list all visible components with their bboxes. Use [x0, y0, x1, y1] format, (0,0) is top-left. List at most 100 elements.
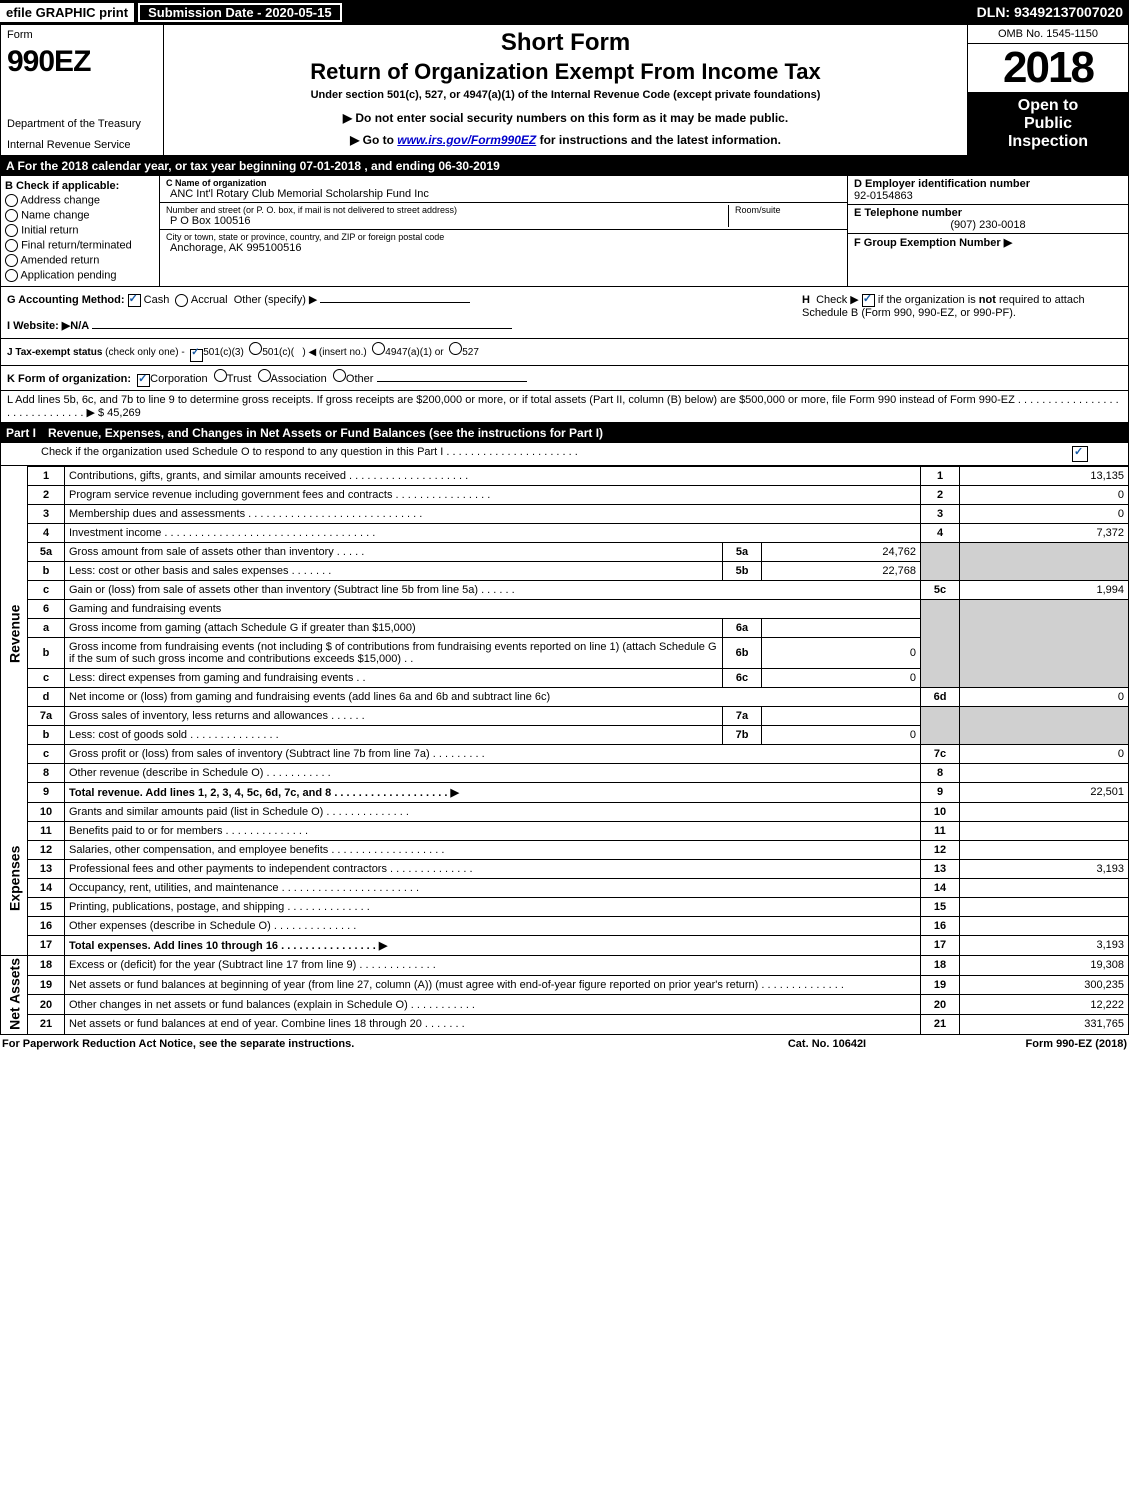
label-addr: Number and street (or P. O. box, if mail…	[166, 205, 728, 215]
ln-4: 4	[28, 523, 65, 542]
label-e-phone: E Telephone number	[854, 207, 1122, 219]
cb-accrual[interactable]	[175, 294, 188, 307]
greyval-5	[960, 542, 1129, 580]
cb-527[interactable]	[449, 342, 462, 355]
k-line-label: K Form of organization:	[7, 373, 131, 385]
cb-501c3[interactable]	[190, 349, 203, 362]
val-13: 3,193	[960, 859, 1129, 878]
ln-6d: d	[28, 687, 65, 706]
lbl-amended-return: Amended return	[20, 255, 99, 267]
desc-8: Other revenue (describe in Schedule O) .…	[65, 763, 921, 782]
desc-2: Program service revenue including govern…	[65, 485, 921, 504]
cb-application-pending[interactable]	[5, 269, 18, 282]
side-expenses: Expenses	[1, 802, 28, 955]
box-5a: 5a	[723, 542, 762, 561]
box-6c: 6c	[723, 668, 762, 687]
val-19: 300,235	[960, 975, 1129, 995]
rn-9: 9	[921, 782, 960, 802]
cb-initial-return[interactable]	[5, 224, 18, 237]
cb-name-change[interactable]	[5, 209, 18, 222]
form-number: 990EZ	[7, 45, 157, 79]
cb-final-return[interactable]	[5, 239, 18, 252]
part1-label: Part I	[6, 426, 48, 440]
form-label: Form	[7, 29, 157, 41]
val-3: 0	[960, 504, 1129, 523]
val-5c: 1,994	[960, 580, 1129, 599]
desc-7c: Gross profit or (loss) from sales of inv…	[65, 744, 921, 763]
val-11	[960, 821, 1129, 840]
identity-section: B Check if applicable: Address change Na…	[0, 176, 1129, 287]
desc-5b: Less: cost or other basis and sales expe…	[65, 561, 723, 580]
desc-4: Investment income . . . . . . . . . . . …	[65, 523, 921, 542]
val-4: 7,372	[960, 523, 1129, 542]
rn-1: 1	[921, 466, 960, 485]
check-o-box[interactable]	[1072, 446, 1088, 462]
top-bar: efile GRAPHIC print Submission Date - 20…	[0, 0, 1129, 24]
org-name: ANC Int'l Rotary Club Memorial Scholarsh…	[170, 188, 841, 200]
cb-association[interactable]	[258, 369, 271, 382]
rn-16: 16	[921, 916, 960, 935]
ln-14: 14	[28, 878, 65, 897]
ln-12: 12	[28, 840, 65, 859]
dept-treasury: Department of the Treasury	[7, 118, 157, 130]
other-org-input[interactable]	[377, 381, 527, 382]
rn-5c: 5c	[921, 580, 960, 599]
desc-5a: Gross amount from sale of assets other t…	[65, 542, 723, 561]
lbl-final-return: Final return/terminated	[21, 240, 132, 252]
i-website: I Website: ▶N/A	[7, 320, 89, 332]
footer-mid: Cat. No. 10642I	[727, 1038, 927, 1050]
cb-corporation[interactable]	[137, 374, 150, 387]
rn-11: 11	[921, 821, 960, 840]
other-specify-input[interactable]	[320, 302, 470, 303]
desc-6: Gaming and fundraising events	[65, 599, 921, 618]
lbl-application-pending: Application pending	[20, 270, 116, 282]
room-suite: Room/suite	[728, 205, 841, 227]
goto-link[interactable]: www.irs.gov/Form990EZ	[397, 133, 536, 147]
ln-10: 10	[28, 802, 65, 821]
desc-1: Contributions, gifts, grants, and simila…	[65, 466, 921, 485]
box-7a: 7a	[723, 706, 762, 725]
submission-date: Submission Date - 2020-05-15	[138, 3, 342, 22]
label-f-group: F Group Exemption Number ▶	[854, 236, 1122, 249]
val-9: 22,501	[960, 782, 1129, 802]
website-input[interactable]	[92, 328, 512, 329]
desc-15: Printing, publications, postage, and shi…	[65, 897, 921, 916]
sub-6b: 0	[762, 637, 921, 668]
ln-7b: b	[28, 725, 65, 744]
rn-13: 13	[921, 859, 960, 878]
title-under-section: Under section 501(c), 527, or 4947(a)(1)…	[172, 89, 959, 101]
lbl-accrual: Accrual	[191, 294, 228, 306]
lbl-address-change: Address change	[20, 195, 100, 207]
cb-trust[interactable]	[214, 369, 227, 382]
ln-16: 16	[28, 916, 65, 935]
title-short-form: Short Form	[172, 29, 959, 57]
cb-schedule-b[interactable]	[862, 294, 875, 307]
desc-18: Excess or (deficit) for the year (Subtra…	[65, 955, 921, 975]
cb-other-org[interactable]	[333, 369, 346, 382]
sub-6c: 0	[762, 668, 921, 687]
rn-10: 10	[921, 802, 960, 821]
ln-6: 6	[28, 599, 65, 618]
ln-13: 13	[28, 859, 65, 878]
val-17: 3,193	[960, 935, 1129, 955]
rn-12: 12	[921, 840, 960, 859]
goto-suffix: for instructions and the latest informat…	[536, 133, 781, 147]
ln-15: 15	[28, 897, 65, 916]
efile-button[interactable]: efile GRAPHIC print	[0, 3, 134, 22]
cb-amended-return[interactable]	[5, 254, 18, 267]
label-c: C Name of organization	[166, 178, 841, 188]
ein-value: 92-0154863	[854, 190, 1122, 202]
cb-4947[interactable]	[372, 342, 385, 355]
val-8	[960, 763, 1129, 782]
cb-cash[interactable]	[128, 294, 141, 307]
g-label: G Accounting Method:	[7, 294, 125, 306]
ln-17: 17	[28, 935, 65, 955]
cb-501c[interactable]	[249, 342, 262, 355]
cb-address-change[interactable]	[5, 194, 18, 207]
greyval-7	[960, 706, 1129, 744]
side-revenue: Revenue	[1, 466, 28, 802]
ln-7a: 7a	[28, 706, 65, 725]
desc-6a: Gross income from gaming (attach Schedul…	[65, 618, 723, 637]
grey-5	[921, 542, 960, 580]
ln-19: 19	[28, 975, 65, 995]
